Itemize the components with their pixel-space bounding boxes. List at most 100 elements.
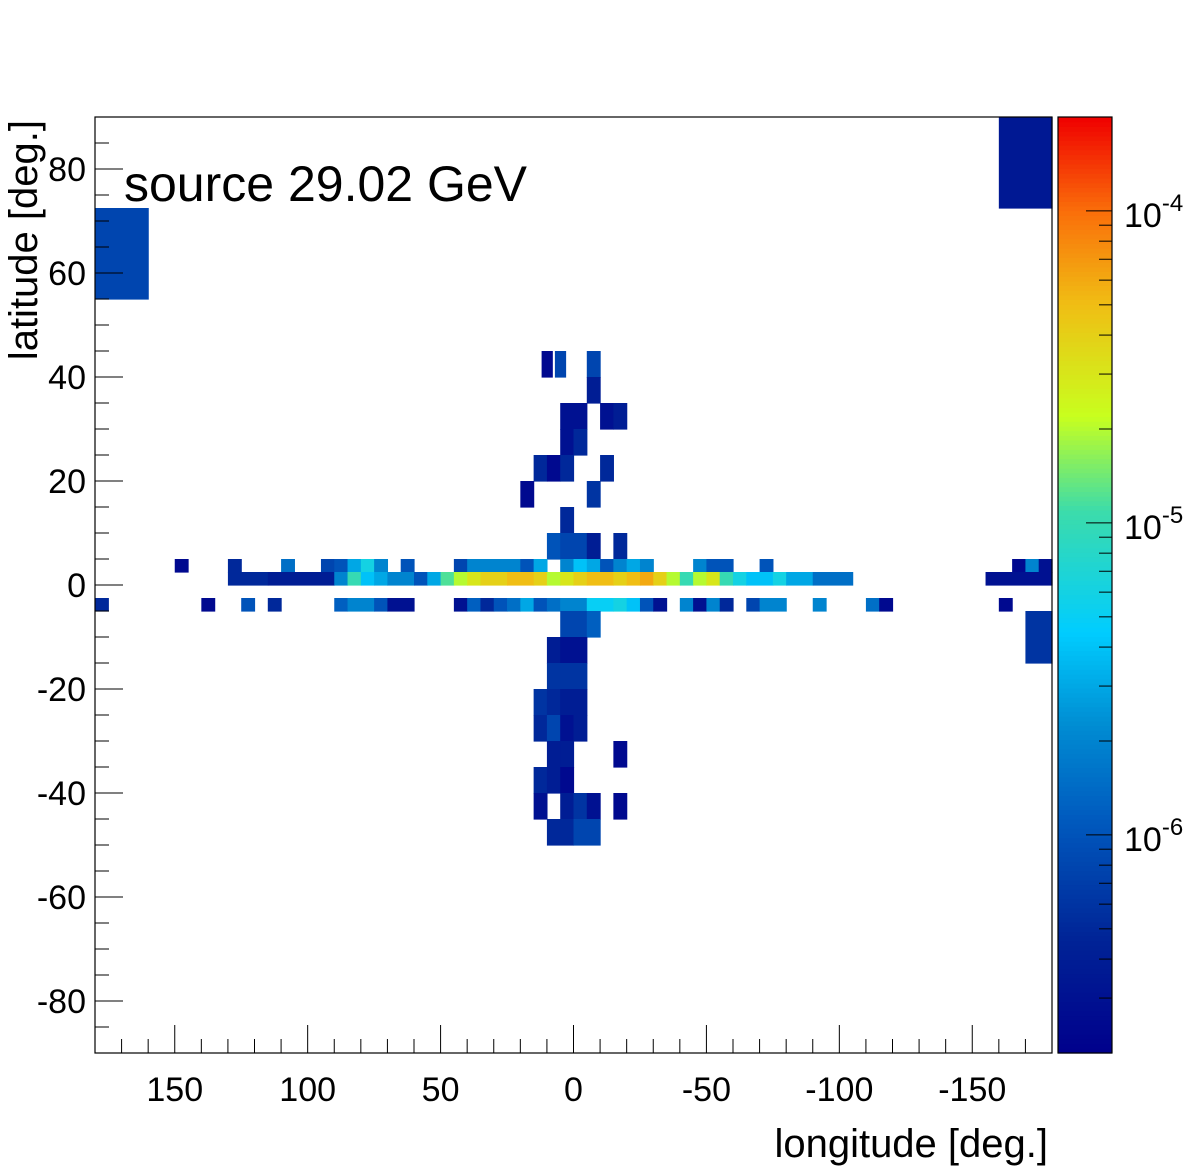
colorbar-segment [1058, 996, 1112, 1003]
colorbar-segment [1058, 762, 1112, 769]
heatmap-cell [613, 793, 628, 820]
y-tick-label: 40 [48, 359, 86, 397]
colorbar-segment [1058, 1038, 1112, 1045]
heatmap-cell [1012, 559, 1027, 573]
heatmap-cell [693, 559, 708, 573]
heatmap-cell [507, 572, 535, 586]
colorbar-segment [1058, 327, 1112, 333]
heatmap-cells [95, 117, 1053, 846]
colorbar-segment [1058, 800, 1112, 806]
heatmap-cell [1025, 559, 1040, 573]
heatmap-cell [586, 533, 601, 560]
colorbar-segment [1058, 645, 1112, 652]
heatmap-cell [174, 559, 189, 573]
heatmap-cell [533, 689, 548, 716]
colorbar-segment [1058, 556, 1112, 563]
colorbar-segment [1058, 575, 1112, 581]
colorbar-segment [1058, 308, 1112, 315]
heatmap-cell [653, 598, 668, 612]
colorbar-segment [1058, 1020, 1112, 1026]
colorbar-segment [1058, 463, 1112, 469]
colorbar-segment [1058, 603, 1112, 609]
colorbar-segment [1058, 940, 1112, 946]
colorbar-segment [1058, 318, 1112, 324]
colorbar-segment [1058, 210, 1112, 216]
heatmap-cell [267, 572, 335, 586]
heatmap-cell [533, 598, 548, 612]
colorbar-tick-label: 10-6 [1124, 814, 1183, 859]
heatmap-cell [480, 572, 508, 586]
colorbar-segment [1058, 833, 1112, 839]
heatmap-cell [560, 689, 588, 716]
colorbar-segment [1058, 351, 1112, 357]
colorbar-segment [1058, 861, 1112, 867]
colorbar-segment [1058, 702, 1112, 708]
heatmap-cell [998, 117, 1053, 209]
heatmap-cell [480, 598, 495, 612]
colorbar-segment [1058, 790, 1112, 797]
x-tick-label: -50 [682, 1071, 731, 1109]
x-tick-label: 150 [146, 1071, 203, 1109]
colorbar-segment [1058, 154, 1112, 160]
heatmap-cell [586, 793, 601, 820]
x-tick-label: 100 [279, 1071, 336, 1109]
heatmap-cell [586, 351, 601, 378]
colorbar-segment [1058, 117, 1112, 123]
heatmap-cell [440, 572, 455, 586]
x-tick-label: -100 [805, 1071, 873, 1109]
colorbar-segment [1058, 280, 1112, 287]
colorbar-segment [1058, 673, 1112, 680]
y-tick-label: 80 [48, 151, 86, 189]
heatmap-cell [320, 559, 335, 573]
colorbar-segment [1058, 177, 1112, 184]
heatmap-cell [467, 572, 482, 586]
heatmap-cell [786, 572, 814, 586]
heatmap-cell [507, 598, 521, 612]
colorbar-segment [1058, 285, 1112, 291]
y-tick-label: -80 [37, 983, 86, 1021]
heatmap-cell [546, 767, 561, 794]
heatmap-cell [613, 598, 628, 612]
colorbar-segment [1058, 936, 1112, 942]
y-tick-label: 0 [67, 567, 86, 605]
colorbar-segment [1058, 477, 1112, 483]
heatmap-cell [546, 455, 561, 482]
colorbar-segment [1058, 468, 1112, 474]
heatmap-cell [546, 598, 561, 612]
colorbar-segment [1058, 589, 1112, 595]
colorbar-segment [1058, 781, 1112, 787]
heatmap-cell [560, 715, 575, 742]
colorbar-segment [1058, 851, 1112, 858]
heatmap-cell [693, 572, 708, 586]
colorbar-segment [1058, 257, 1112, 263]
colorbar-segment [1058, 734, 1112, 741]
colorbar-segment [1058, 121, 1112, 127]
chart-title: source 29.02 GeV [124, 156, 528, 212]
colorbar-segment [1058, 1034, 1112, 1040]
colorbar-segment [1058, 1043, 1112, 1049]
heatmap-cell [347, 572, 362, 586]
colorbar-segment [1058, 585, 1112, 591]
colorbar-segment [1058, 912, 1112, 918]
colorbar-segment [1058, 252, 1112, 258]
heatmap-cell [414, 572, 428, 586]
heatmap-cell [546, 689, 561, 716]
heatmap-cell [533, 793, 548, 820]
heatmap-cell [706, 572, 721, 586]
heatmap-cell [560, 767, 575, 794]
heatmap-cell [374, 598, 389, 612]
colorbar-segment [1058, 388, 1112, 394]
heatmap-cell [560, 559, 575, 573]
colorbar-segment [1058, 453, 1112, 460]
colorbar-segment [1058, 776, 1112, 783]
colorbar-segment [1058, 926, 1112, 932]
colorbar-segment [1058, 542, 1112, 549]
colorbar-segment [1058, 421, 1112, 427]
heatmap-cell [560, 611, 588, 638]
colorbar-segment [1058, 524, 1112, 530]
heatmap-cell [227, 559, 242, 573]
colorbar-segment [1058, 383, 1112, 390]
colorbar-segment [1058, 238, 1112, 244]
heatmap-cell [374, 559, 389, 573]
heatmap-cell [719, 598, 734, 612]
